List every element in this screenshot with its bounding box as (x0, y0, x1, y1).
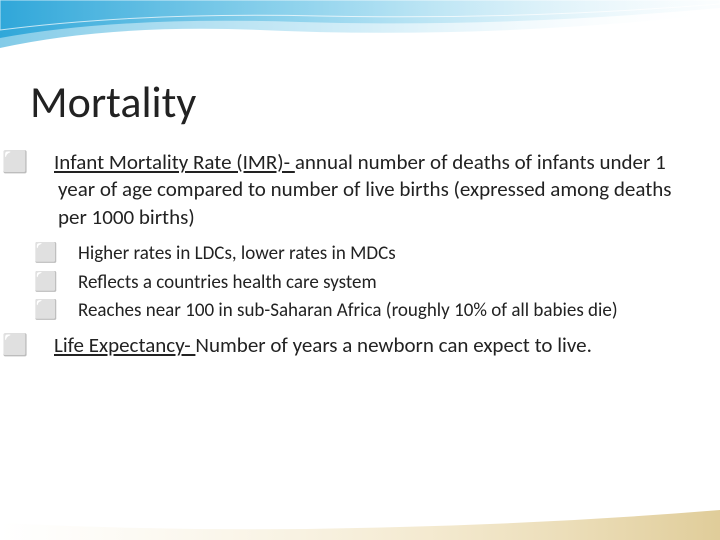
sub-bullet-2: ⬜ Reflects a countries health care system (30, 270, 690, 296)
sub-bullet-3-text: Reaches near 100 in sub-Saharan Africa (… (78, 299, 618, 322)
bullet-life-expectancy: ⬜ Life Expectancy- Number of years a newb… (30, 332, 690, 359)
sub-bullet-1: ⬜ Higher rates in LDCs, lower rates in MD… (30, 241, 690, 267)
slide-content: Mortality ⬜Infant Mortality Rate (IMR)- … (0, 0, 720, 399)
bullet-box-icon: ⬜ (58, 298, 69, 324)
sub-bullet-1-text: Higher rates in LDCs, lower rates in MDC… (78, 242, 396, 265)
bottom-wave-decoration (0, 505, 720, 540)
sub-bullet-2-text: Reflects a countries health care system (78, 271, 377, 294)
bullet-box-icon: ⬜ (58, 241, 69, 267)
slide-title: Mortality (30, 75, 690, 129)
bullet-box-icon: ⬜ (30, 149, 42, 176)
sub-bullet-group: ⬜ Higher rates in LDCs, lower rates in MD… (30, 241, 690, 324)
bullet-box-icon: ⬜ (30, 332, 42, 359)
bullet-box-icon: ⬜ (58, 270, 69, 296)
sub-bullet-3: ⬜ Reaches near 100 in sub-Saharan Africa … (30, 298, 690, 324)
life-term: Life Expectancy- (54, 332, 195, 358)
bullet-imr: ⬜Infant Mortality Rate (IMR)- annual num… (30, 149, 690, 231)
imr-term: Infant Mortality Rate (IMR)- (54, 149, 295, 175)
life-definition: Number of years a newborn can expect to … (195, 332, 591, 358)
